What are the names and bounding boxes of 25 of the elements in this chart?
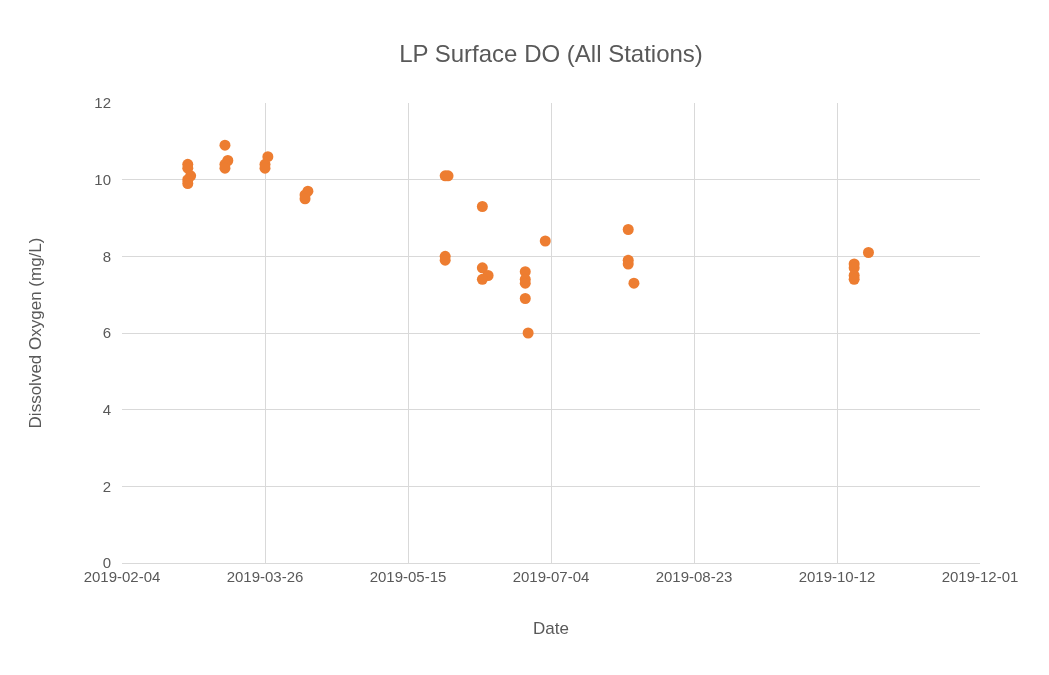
- point: [519, 293, 531, 304]
- y-tick-label: 4: [102, 400, 111, 418]
- y-tick-label: 8: [102, 247, 111, 265]
- point: [539, 235, 551, 247]
- point: [628, 277, 640, 289]
- point: [522, 327, 534, 339]
- point: [476, 273, 488, 285]
- chart-title: LP Surface DO (All Stations): [399, 40, 703, 68]
- x-tick-label: 2019-03-26: [226, 568, 304, 585]
- y-axis-title: Dissolved Oxygen (mg/L): [25, 237, 45, 429]
- point: [219, 139, 231, 151]
- x-tick-label: 2019-08-23: [655, 568, 733, 585]
- point: [476, 262, 488, 274]
- point: [862, 247, 874, 258]
- y-tick-label: 6: [102, 324, 111, 342]
- y-tick-label: 12: [94, 94, 111, 112]
- point: [622, 224, 634, 235]
- x-axis-title: Date: [533, 619, 569, 639]
- x-tick-label: 2019-07-04: [512, 568, 590, 585]
- point: [476, 201, 488, 212]
- x-tick-label: 2019-05-15: [369, 568, 447, 585]
- x-tick-label: 2019-10-12: [798, 568, 876, 585]
- y-tick-label: 10: [94, 170, 111, 188]
- x-tick-label: 2019-12-01: [941, 568, 1019, 585]
- y-tick-label: 2: [102, 477, 111, 495]
